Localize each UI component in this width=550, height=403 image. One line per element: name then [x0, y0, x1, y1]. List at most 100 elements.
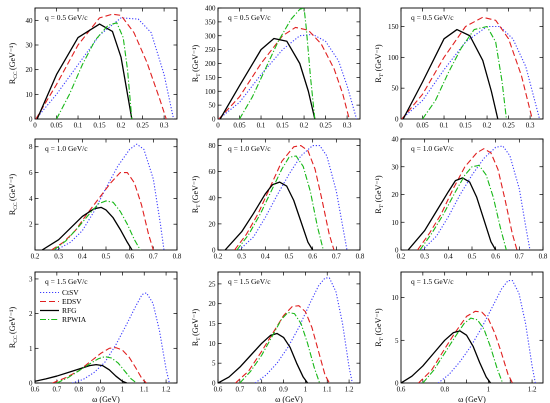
y-tick-label: 0 — [29, 380, 33, 388]
x-tick-label: 0.5 — [468, 253, 477, 261]
series-line-rpwia — [419, 164, 507, 250]
y-tick-label: 100 — [205, 88, 216, 96]
y-tick-label: 10 — [26, 91, 34, 99]
panel-frame — [400, 7, 544, 120]
x-tick-label: 0.1 — [440, 122, 449, 130]
y-label-unit: (GeV⁻¹) — [8, 43, 17, 70]
series-line-rfg — [224, 181, 314, 250]
panel-annotation: q = 1.0 GeV/c — [411, 144, 454, 153]
y-label-sub: T — [196, 73, 202, 77]
y-label-sub: T — [196, 337, 202, 341]
panel-8: 0.6 0.7 0.8 0.9 1 1.1 1.2 0 5 10 15 20 25 q = 1.5 GeV… — [191, 271, 361, 403]
x-tick-label: 0.3 — [420, 253, 429, 261]
y-label-main: R — [8, 78, 17, 84]
x-tick-label: 0.7 — [149, 253, 158, 261]
x-tick-label: 0 — [216, 122, 220, 130]
panel-annotation: q = 1.5 GeV/c — [228, 277, 271, 286]
x-tick-label: 0.4 — [444, 253, 453, 261]
x-tick-label: 0.8 — [257, 386, 266, 394]
x-tick-label: 0.15 — [459, 122, 472, 130]
panel-annotation: q = 0.5 GeV/c — [45, 13, 88, 22]
x-tick-label: 0.6 — [308, 253, 317, 261]
y-tick-label: 40 — [209, 194, 217, 202]
x-tick-label: 0.9 — [96, 386, 105, 394]
x-tick-label: 0.5 — [285, 253, 294, 261]
series-line-ctsv — [238, 144, 348, 250]
series-line-edsv — [52, 347, 147, 383]
series-group — [35, 13, 175, 119]
series-line-edsv — [218, 26, 350, 119]
y-label-sub: CC — [13, 202, 19, 210]
series-line-rfg — [407, 177, 497, 250]
y-tick-label: 100 — [388, 54, 399, 62]
x-tick-label: 0.4 — [78, 253, 87, 261]
panel-7: 0.6 0.7 0.8 0.9 1 1.1 1.2 0 1 2 3 q = 1.5 GeV/c RCC(… — [8, 271, 178, 403]
x-tick-label: 0.1 — [74, 122, 83, 130]
x-tick-label: 1.1 — [140, 386, 149, 394]
y-tick-label: 400 — [205, 5, 216, 13]
y-tick-label: 40 — [26, 17, 34, 25]
y-tick-label: 25 — [209, 280, 217, 288]
series-line-rfg — [401, 330, 492, 383]
panel-annotation: q = 1.5 GeV/c — [45, 277, 88, 286]
panel-annotation: q = 1.5 GeV/c — [411, 277, 454, 286]
y-tick-label: 10 — [392, 294, 400, 302]
x-tick-label: 1.2 — [162, 386, 171, 394]
y-label-sub: T — [196, 204, 202, 208]
panel-6: 0.2 0.3 0.4 0.5 0.6 0.7 0.8 0 10 20 30 40 q = 1.0 Ge… — [374, 136, 548, 261]
panel-9: 0.6 0.8 1 1.2 0 5 10 q = 1.5 GeV/c RT' (GeV⁻¹) ω (… — [374, 271, 544, 403]
series-group — [401, 16, 541, 119]
x-axis-label: ω (GeV) — [458, 395, 486, 403]
x-tick-label: 0.2 — [397, 253, 406, 261]
series-line-ctsv — [56, 143, 165, 250]
series-group — [41, 143, 165, 250]
panel-annotation: q = 1.0 GeV/c — [45, 144, 88, 153]
y-axis-label: RT(GeV⁻¹) — [191, 309, 202, 347]
panel-5: 0.2 0.3 0.4 0.5 0.6 0.7 0.8 0 20 40 60 80 q = 1.0 Ge… — [191, 138, 365, 261]
series-group — [407, 145, 531, 250]
legend-label-ctsv: CtSV — [62, 288, 79, 297]
x-tick-label: 0.7 — [235, 386, 244, 394]
panel-3: 0 0.05 0.1 0.15 0.2 0.25 0.3 0 50 100 150 q = 0.5 G… — [374, 7, 544, 130]
y-tick-label: 20 — [209, 220, 217, 228]
y-label-sub: T' — [379, 337, 385, 341]
legend-label-edsv: EDSV — [62, 297, 82, 306]
y-tick-label: 0 — [29, 116, 33, 124]
x-tick-label: 0.7 — [52, 386, 61, 394]
y-tick-label: 0 — [395, 247, 399, 255]
x-tick-label: 0.8 — [356, 253, 365, 261]
x-tick-label: 1.1 — [323, 386, 332, 394]
x-tick-label: 0.5 — [102, 253, 111, 261]
series-line-rpwia — [422, 317, 504, 383]
y-tick-label: 8 — [29, 143, 33, 151]
y-label-sub: T' — [379, 204, 385, 208]
panel-2: 0 0.05 0.1 0.15 0.2 0.25 0.3 0 50 100 150 200 250 300… — [191, 5, 361, 130]
x-tick-label: 0.4 — [261, 253, 270, 261]
x-tick-label: 0.6 — [397, 386, 406, 394]
y-label-unit: (GeV⁻¹) — [374, 175, 383, 202]
series-group — [35, 292, 170, 383]
panel-annotation: q = 0.5 GeV/c — [228, 13, 271, 22]
series-line-edsv — [35, 13, 167, 119]
x-tick-label: 1 — [304, 386, 308, 394]
y-label-main: R — [191, 76, 200, 82]
x-tick-label: 0.2 — [31, 253, 40, 261]
y-label-unit: (GeV⁻¹) — [374, 308, 383, 335]
x-tick-label: 1.2 — [345, 386, 354, 394]
x-axis-label: ω (GeV) — [275, 395, 303, 403]
x-tick-label: 0.6 — [491, 253, 500, 261]
panel-frame — [34, 138, 178, 251]
x-tick-label: 0.7 — [515, 253, 524, 261]
x-tick-label: 0.3 — [160, 122, 169, 130]
x-tick-label: 0.8 — [440, 386, 449, 394]
x-tick-label: 0.15 — [276, 122, 289, 130]
y-axis-label: RT(GeV⁻¹) — [191, 45, 202, 83]
y-tick-label: 50 — [392, 85, 400, 93]
series-line-rfg — [219, 37, 316, 119]
y-tick-label: 250 — [205, 46, 216, 54]
x-tick-label: 0.05 — [416, 122, 429, 130]
series-line-rpwia — [53, 200, 141, 250]
x-tick-label: 0.8 — [74, 386, 83, 394]
series-line-rfg — [218, 332, 309, 383]
